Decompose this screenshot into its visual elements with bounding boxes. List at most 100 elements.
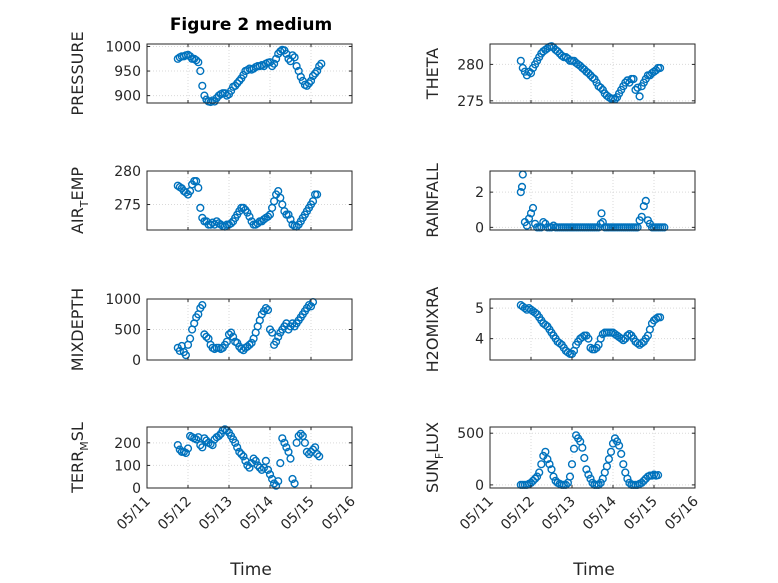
data-point (526, 209, 536, 218)
data-point (294, 431, 303, 441)
data-point (231, 438, 240, 447)
data-point (233, 79, 242, 88)
y-tick-label: 1000 (105, 292, 141, 308)
subplot-rainfall: 0 2 RAINFALL (423, 163, 696, 238)
y-tick-label: 0 (475, 220, 484, 236)
y-tick-label: 275 (457, 94, 484, 110)
data-point (313, 190, 322, 199)
data-point (617, 449, 626, 459)
y-tick-label: 500 (457, 426, 484, 442)
axes-frame (489, 298, 696, 361)
plot-area (147, 427, 352, 488)
axes-frame (489, 170, 696, 231)
data-point (268, 61, 277, 71)
y-tick-label: 1000 (105, 39, 141, 55)
data-point (245, 463, 254, 472)
y-axis-label: PRESSURE (68, 31, 87, 115)
y-tick-label: 2 (475, 185, 484, 201)
data-point (268, 328, 277, 337)
y-tick-label: 0 (132, 353, 141, 369)
data-point (243, 461, 252, 470)
data-point (528, 203, 538, 213)
x-tick-label: 05/13 (196, 494, 236, 534)
data-point (651, 314, 661, 323)
data-point (227, 86, 236, 95)
x-tick-label: 05/12 (155, 494, 195, 534)
data-point (315, 61, 324, 71)
data-point (598, 218, 607, 227)
data-point (274, 477, 283, 486)
data-point (175, 445, 184, 454)
data-point (263, 305, 273, 315)
data-point (237, 450, 246, 459)
data-point (227, 219, 236, 228)
data-point (584, 470, 593, 479)
data-point (239, 452, 248, 461)
data-point (641, 196, 650, 206)
data-point (637, 478, 646, 487)
data-point (639, 476, 648, 485)
data-point (229, 332, 238, 341)
data-point (541, 320, 550, 330)
data-point (313, 66, 322, 76)
x-tick-label: 05/15 (621, 494, 661, 534)
data-point (524, 214, 534, 223)
data-point (206, 220, 215, 229)
subplot-pressure: 900 950 1000 PRESSURE (68, 31, 353, 116)
y-axis-label: AIRTEMP (68, 167, 91, 234)
data-point (300, 438, 310, 447)
data-point (181, 351, 191, 360)
data-point (606, 447, 616, 456)
data-point (272, 481, 281, 490)
data-point (633, 83, 642, 92)
data-point (582, 465, 591, 474)
data-point (265, 470, 275, 479)
data-point (183, 444, 193, 453)
data-point (198, 81, 207, 90)
data-point (200, 91, 209, 100)
subplot-sun-flux: 0 500 SUNFLUX 05/11 05/12 05/13 05/14 05/15 05/1… (423, 422, 702, 533)
data-point (517, 182, 527, 192)
data-point (537, 460, 546, 469)
data-point (549, 472, 558, 481)
data-point (526, 68, 536, 78)
data-point (586, 474, 595, 483)
data-point (196, 66, 205, 76)
data-point (567, 460, 577, 469)
y-tick-label: 100 (114, 458, 141, 474)
data-point (637, 339, 646, 348)
data-point (619, 336, 628, 345)
data-point (631, 85, 640, 95)
data-point (198, 301, 207, 310)
data-point (516, 56, 525, 65)
data-point (239, 70, 248, 80)
x-tick-label: 05/11 (114, 494, 154, 534)
y-tick-label: 275 (114, 198, 141, 214)
data-point (296, 429, 305, 438)
data-point (304, 450, 314, 459)
data-point (578, 443, 587, 452)
data-point (535, 468, 544, 477)
data-point (596, 83, 605, 92)
data-point (200, 330, 209, 339)
y-tick-label: 500 (114, 323, 141, 339)
data-point (173, 441, 182, 450)
data-point (621, 78, 630, 87)
y-tick-label: 950 (114, 64, 141, 80)
data-point (239, 203, 248, 213)
data-point (288, 474, 297, 484)
data-point (553, 47, 562, 56)
data-point (569, 444, 579, 453)
data-point (278, 434, 287, 443)
data-point (284, 210, 293, 219)
x-tick-label: 05/15 (278, 494, 318, 534)
data-point (602, 462, 612, 471)
data-point (617, 334, 626, 343)
data-point (516, 188, 525, 197)
data-point (590, 345, 599, 354)
data-point (530, 474, 540, 483)
y-axis-label: RAINFALL (423, 163, 442, 238)
x-axis-label-right: Time (572, 560, 615, 580)
data-point (612, 437, 622, 446)
data-point (651, 66, 661, 75)
